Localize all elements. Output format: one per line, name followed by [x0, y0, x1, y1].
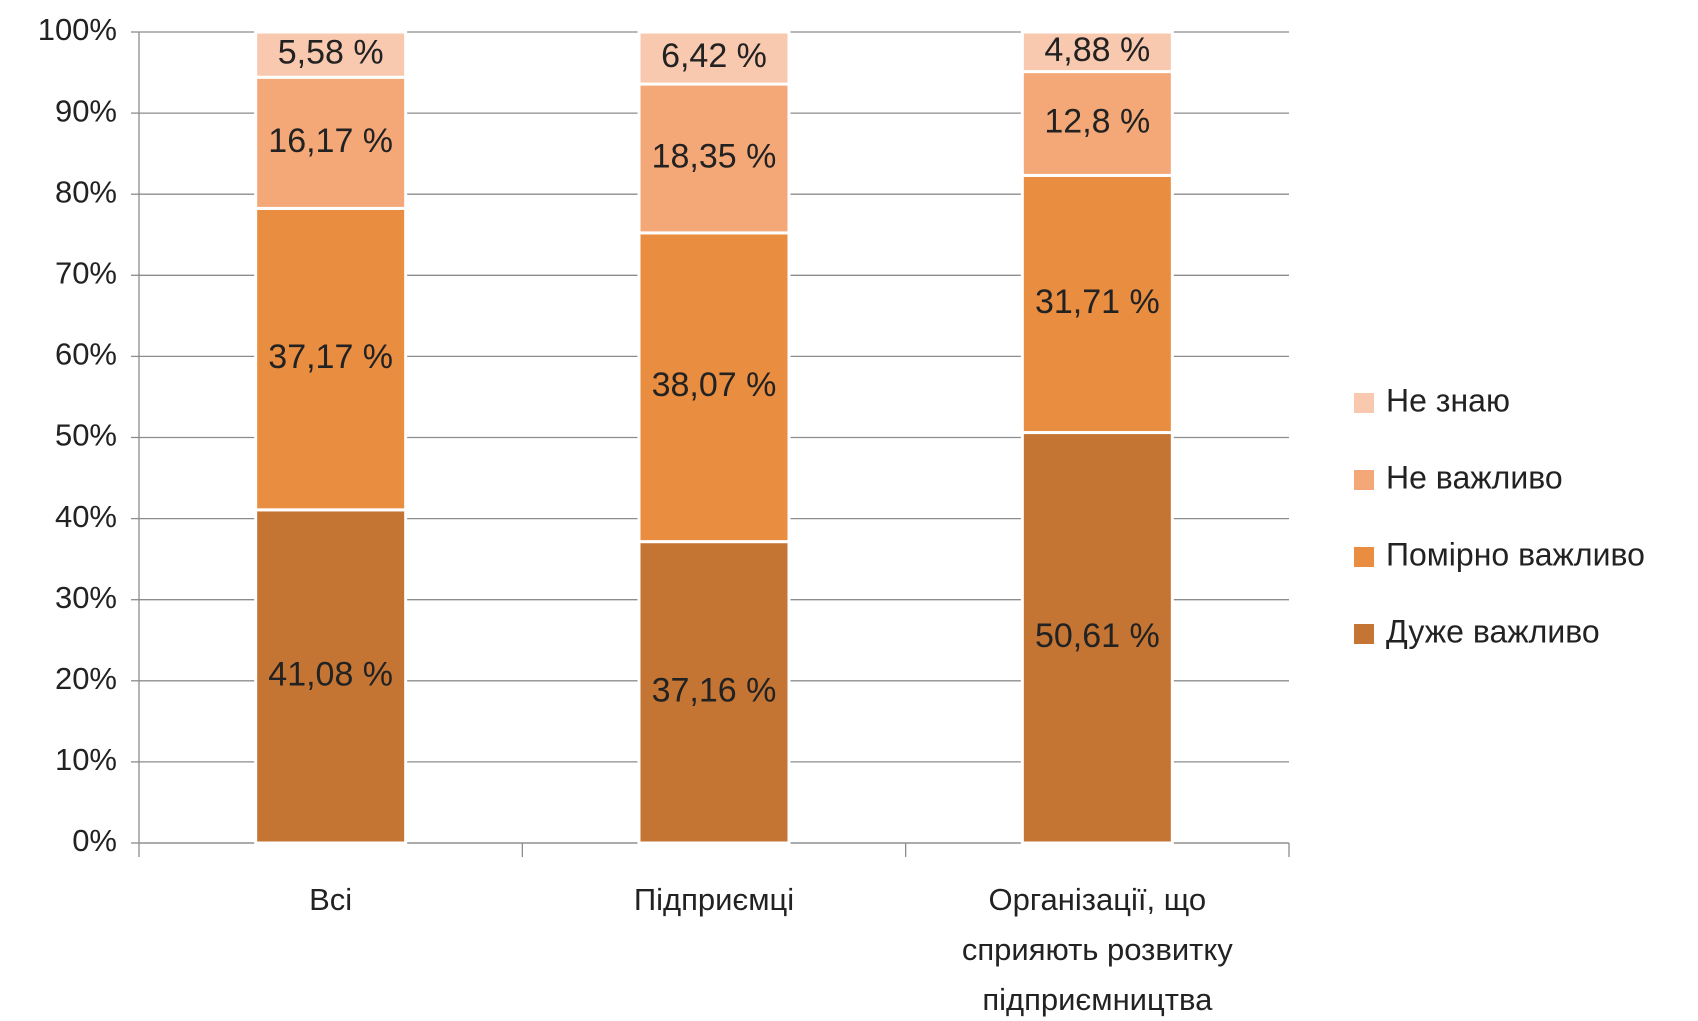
legend-label: Помірно важливо — [1386, 536, 1645, 572]
y-tick-label: 30% — [55, 580, 117, 615]
bar-segment — [254, 30, 408, 79]
y-tick-label: 50% — [55, 418, 117, 453]
legend-swatch — [1354, 624, 1374, 644]
bar-segment — [254, 206, 408, 512]
data-label: 18,35 % — [652, 137, 777, 175]
data-label: 16,17 % — [268, 122, 393, 160]
x-tick-label: Всі — [309, 882, 353, 917]
data-label: 4,88 % — [1044, 31, 1150, 69]
bar-segment — [254, 75, 408, 210]
legend-swatch — [1354, 393, 1374, 413]
y-tick-label: 70% — [55, 255, 117, 290]
y-tick-label: 60% — [55, 337, 117, 372]
bar-segment — [637, 540, 791, 845]
bar-segment — [254, 508, 408, 845]
legend-label: Не важливо — [1386, 459, 1563, 495]
legend-swatch — [1354, 470, 1374, 490]
bar-segment — [637, 30, 791, 86]
data-label: 37,17 % — [268, 338, 393, 376]
data-label: 5,58 % — [278, 34, 384, 72]
y-tick-label: 10% — [55, 742, 117, 777]
y-tick-label: 100% — [38, 12, 117, 47]
bar-segment — [1020, 431, 1174, 845]
x-tick-label: Організації, що сприяють розвитку підпри… — [961, 882, 1233, 1017]
data-label: 12,8 % — [1044, 102, 1150, 140]
y-tick-label: 0% — [72, 823, 117, 858]
data-label: 50,61 % — [1035, 617, 1160, 655]
x-tick-label: Підприємці — [633, 882, 795, 917]
legend-label: Не знаю — [1386, 382, 1510, 418]
data-label: 31,71 % — [1035, 283, 1160, 321]
data-label: 37,16 % — [652, 671, 777, 709]
bar-segment — [637, 231, 791, 544]
data-label: 41,08 % — [268, 655, 393, 693]
y-tick-label: 90% — [55, 93, 117, 128]
legend-swatch — [1354, 547, 1374, 567]
data-label: 38,07 % — [652, 366, 777, 404]
y-tick-label: 40% — [55, 499, 117, 534]
data-label: 6,42 % — [661, 37, 767, 75]
bar-segment — [637, 82, 791, 235]
bar-segment — [1020, 30, 1174, 74]
y-tick-label: 20% — [55, 661, 117, 696]
legend-label: Дуже важливо — [1386, 613, 1600, 649]
bar-segment — [1020, 173, 1174, 435]
bar-segment — [1020, 70, 1174, 177]
y-tick-label: 80% — [55, 174, 117, 209]
